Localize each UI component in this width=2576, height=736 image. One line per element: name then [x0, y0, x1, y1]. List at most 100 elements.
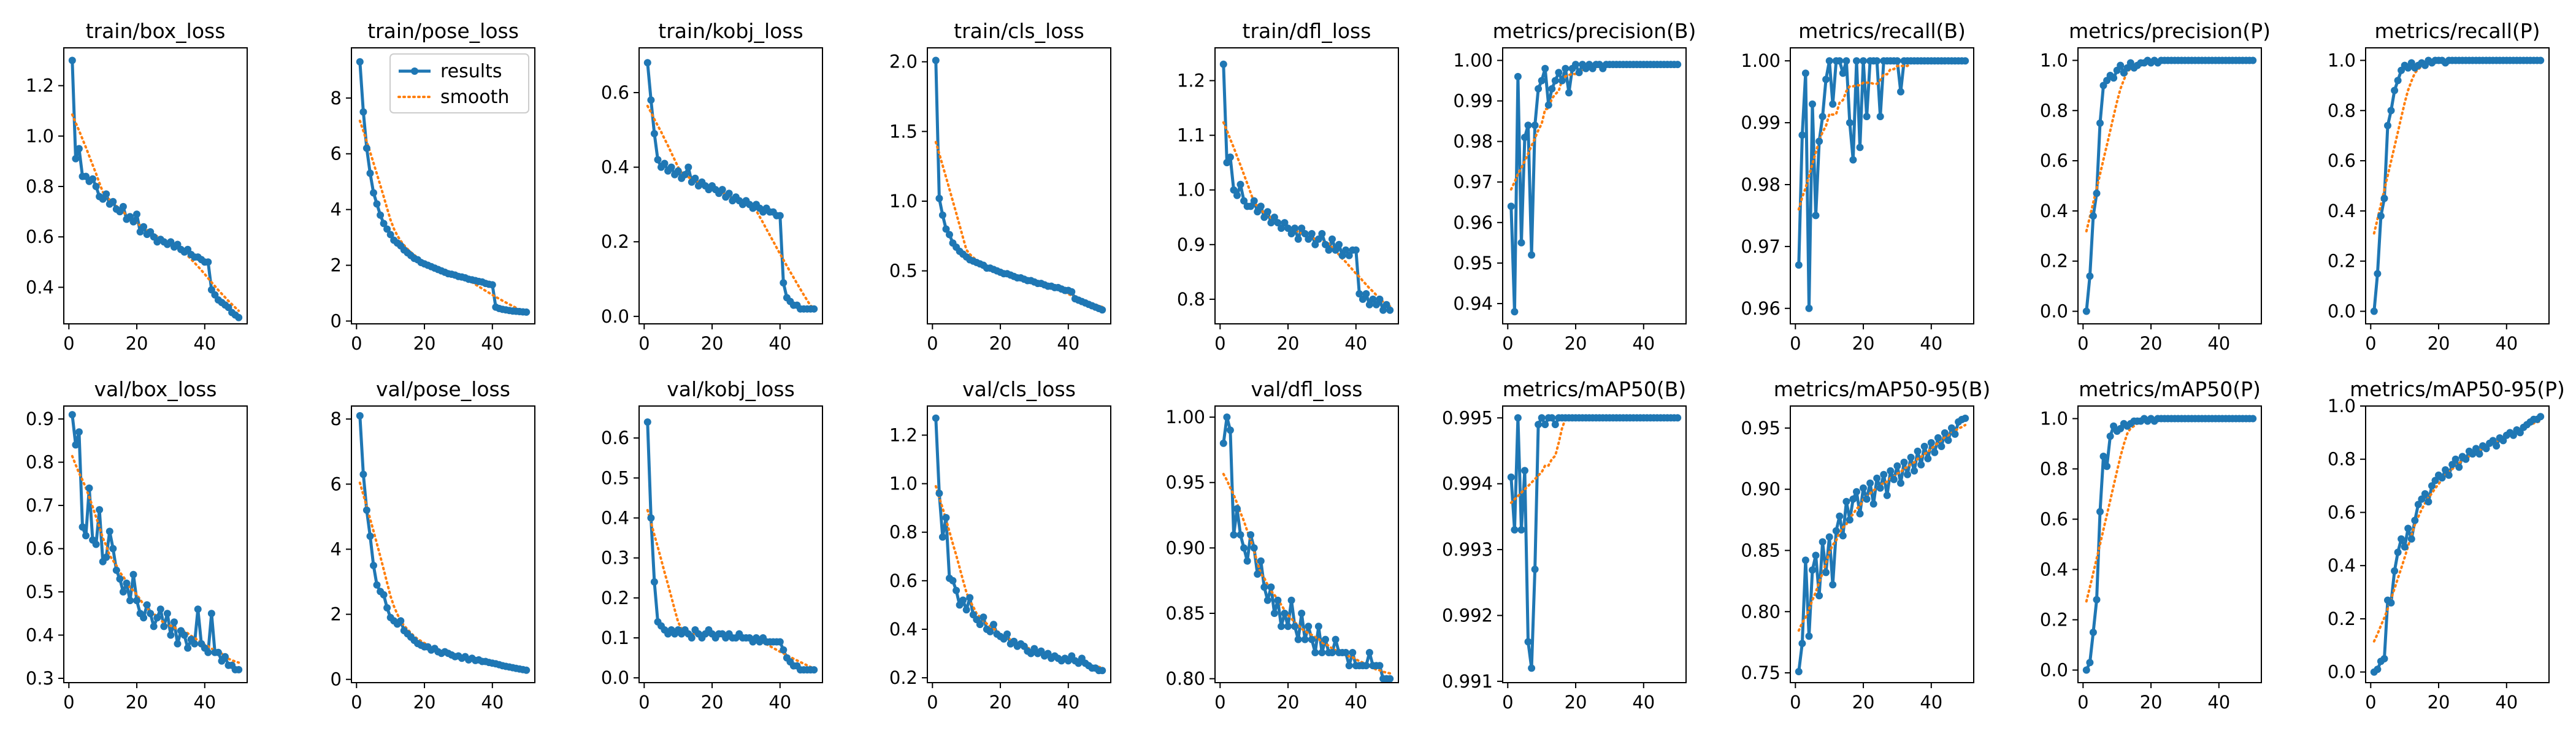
data-point	[962, 606, 970, 614]
data-point	[1281, 219, 1289, 227]
data-point	[1917, 461, 1925, 469]
data-point	[1801, 556, 1809, 564]
axes-frame	[927, 405, 1111, 683]
data-point	[1555, 69, 1563, 77]
data-point	[380, 220, 388, 228]
y-tick-label: 0.0	[2328, 301, 2356, 322]
legend-smooth-label: smooth	[440, 86, 509, 108]
data-point	[1359, 295, 1367, 303]
axes-frame	[638, 405, 823, 683]
y-tick-label: 1.5	[889, 121, 918, 142]
results-line	[646, 61, 816, 311]
data-point	[1267, 219, 1275, 227]
data-point	[1876, 484, 1884, 492]
smooth-line	[358, 481, 528, 670]
data-point	[2117, 61, 2125, 69]
data-point	[1314, 235, 1322, 243]
data-point	[1325, 246, 1333, 254]
data-point	[1365, 649, 1373, 656]
y-tick-label: 0.0	[601, 667, 629, 688]
data-point	[1541, 421, 1549, 429]
smooth-line	[2372, 420, 2542, 643]
plot-area	[1795, 415, 1969, 675]
y-tick-label: 0.85	[1165, 603, 1205, 624]
y-tick-label: 1.00	[1453, 50, 1493, 71]
chart-title: train/box_loss	[86, 19, 226, 43]
x-tick-label: 20	[1565, 333, 1587, 354]
data-point	[235, 313, 243, 321]
data-point	[1548, 85, 1556, 93]
data-point	[1098, 667, 1106, 675]
data-point	[2093, 596, 2101, 604]
y-tick-label: 0.991	[1442, 671, 1493, 692]
y-tick-label: 0.95	[1741, 418, 1781, 439]
x-tick-label: 20	[1565, 692, 1587, 713]
y-tick-label: 0.9	[26, 408, 54, 429]
data-point	[1386, 306, 1394, 314]
data-point	[140, 614, 148, 622]
data-point	[1517, 526, 1525, 534]
data-point	[1379, 306, 1387, 314]
x-tick-label: 20	[1852, 692, 1875, 713]
x-tick-label: 0	[638, 333, 650, 354]
y-tick-label: 2	[331, 604, 342, 625]
smooth-line	[1797, 59, 1967, 211]
plot-area	[1795, 57, 1969, 312]
data-point	[1236, 531, 1244, 539]
data-point	[1914, 447, 1922, 455]
data-point	[1795, 668, 1803, 675]
y-tick-label: 0.4	[2040, 559, 2068, 580]
data-point	[174, 640, 182, 648]
data-point	[1531, 565, 1539, 573]
axes-frame	[1502, 47, 1687, 324]
chart-train-box-loss: train/box_loss 0 20 40 0.4 0.6 0.8 1.0 1.2	[26, 19, 248, 354]
y-tick-label: 0.80	[1165, 669, 1205, 689]
data-point	[1098, 306, 1106, 314]
chart-train-pose-loss: train/pose_loss 0 20 40 0 2 4 6 8 results smooth	[331, 19, 535, 354]
data-point	[1524, 121, 1532, 129]
data-point	[1948, 424, 1955, 432]
data-point	[1240, 544, 1248, 552]
data-point	[1931, 448, 1939, 456]
data-point	[1897, 88, 1904, 96]
y-tick-label: 0.8	[2328, 100, 2356, 121]
data-point	[92, 540, 100, 548]
data-point	[647, 514, 655, 522]
x-tick-label: 40	[481, 692, 504, 713]
y-tick-label: 0.5	[26, 581, 54, 602]
data-point	[2475, 450, 2483, 458]
y-tick-label: 0.6	[2040, 150, 2068, 171]
data-point	[1301, 230, 1309, 237]
data-point	[780, 646, 788, 654]
y-tick-label: 1.0	[26, 126, 54, 147]
data-point	[959, 596, 967, 604]
axes-frame	[2077, 405, 2262, 683]
chart-title: val/kobj_loss	[667, 377, 795, 401]
data-point	[140, 223, 148, 231]
data-point	[2089, 212, 2097, 220]
data-point	[1230, 186, 1238, 194]
data-point	[2099, 453, 2107, 460]
data-point	[2374, 665, 2382, 673]
plot-area	[68, 56, 243, 321]
results-line	[2372, 415, 2542, 674]
y-tick-label: 0.2	[2328, 608, 2356, 629]
data-point	[2489, 437, 2497, 445]
x-tick-label: 20	[701, 692, 724, 713]
data-point	[2394, 548, 2402, 556]
plot-area	[356, 58, 531, 316]
data-point	[2462, 455, 2470, 463]
x-tick-label: 0	[351, 692, 362, 713]
data-point	[1254, 208, 1262, 216]
data-point	[1674, 61, 1682, 69]
data-point	[2469, 450, 2477, 458]
data-point	[1842, 497, 1850, 505]
x-tick-label: 20	[2428, 692, 2450, 713]
data-point	[1815, 592, 1823, 600]
x-tick-label: 0	[1502, 333, 1513, 354]
x-tick-label: 0	[1502, 692, 1513, 713]
data-point	[1247, 531, 1255, 539]
y-tick-label: 0.0	[2040, 301, 2068, 322]
data-point	[1836, 57, 1844, 65]
axes-frame	[63, 47, 248, 324]
